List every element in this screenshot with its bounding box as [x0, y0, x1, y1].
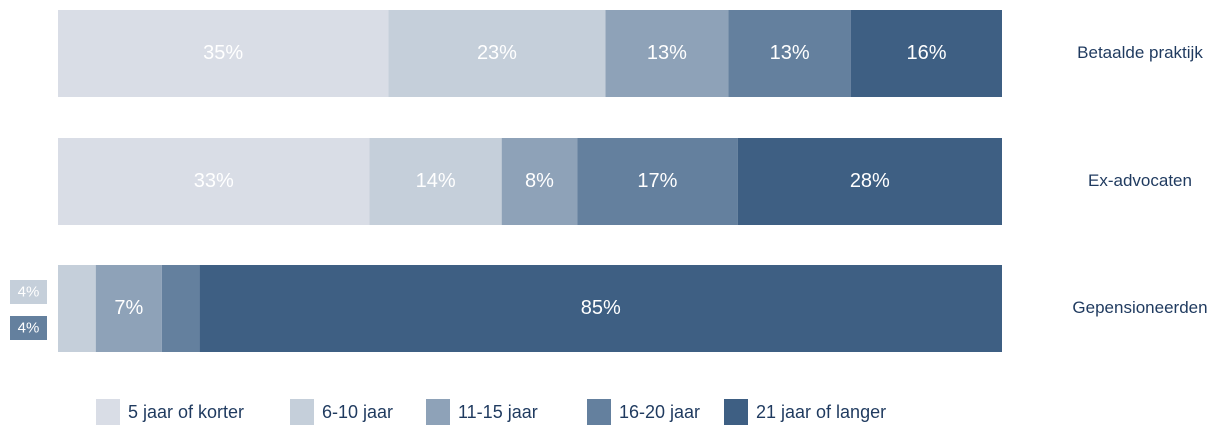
legend-label: 16-20 jaar [619, 402, 700, 422]
legend-label: 11-15 jaar [458, 402, 538, 422]
bar-segment [501, 138, 578, 225]
bar-segment [388, 10, 606, 97]
bar-segment [58, 138, 370, 225]
outside-label-box [10, 316, 47, 340]
bar-segment [199, 265, 1003, 352]
bar-segment [95, 265, 162, 352]
value-label: 85% [581, 297, 621, 319]
bar-segment [161, 265, 200, 352]
value-label: 4% [18, 283, 40, 300]
category-label: Betaalde praktijk [1077, 43, 1203, 62]
value-label: 13% [770, 42, 810, 64]
value-label: 17% [637, 170, 677, 192]
legend-swatch [587, 399, 611, 425]
value-label: 8% [525, 170, 554, 192]
value-label: 13% [647, 42, 687, 64]
bar-segment [369, 138, 502, 225]
value-label: 35% [203, 42, 243, 64]
legend-label: 6-10 jaar [322, 402, 393, 422]
value-label: 33% [194, 170, 234, 192]
outside-label-box [10, 280, 47, 304]
legend-label: 5 jaar of korter [128, 402, 244, 422]
bar-segment [605, 10, 729, 97]
bar-segment [58, 10, 389, 97]
bar-segment [728, 10, 851, 97]
legend-swatch [290, 399, 314, 425]
value-label: 16% [906, 42, 946, 64]
bar-segment [577, 138, 738, 225]
value-label: 4% [18, 319, 40, 336]
legend-swatch [96, 399, 120, 425]
legend-swatch [724, 399, 748, 425]
value-label: 14% [416, 170, 456, 192]
value-label: 28% [850, 170, 890, 192]
bar-segment [737, 138, 1002, 225]
legend-swatch [426, 399, 450, 425]
value-label: 23% [477, 42, 517, 64]
category-label: Ex-advocaten [1088, 171, 1192, 190]
value-label: 7% [114, 297, 143, 319]
bar-segment [58, 265, 96, 352]
category-label: Gepensioneerden [1072, 298, 1207, 317]
bar-segment [850, 10, 1002, 97]
legend-label: 21 jaar of langer [756, 402, 886, 422]
